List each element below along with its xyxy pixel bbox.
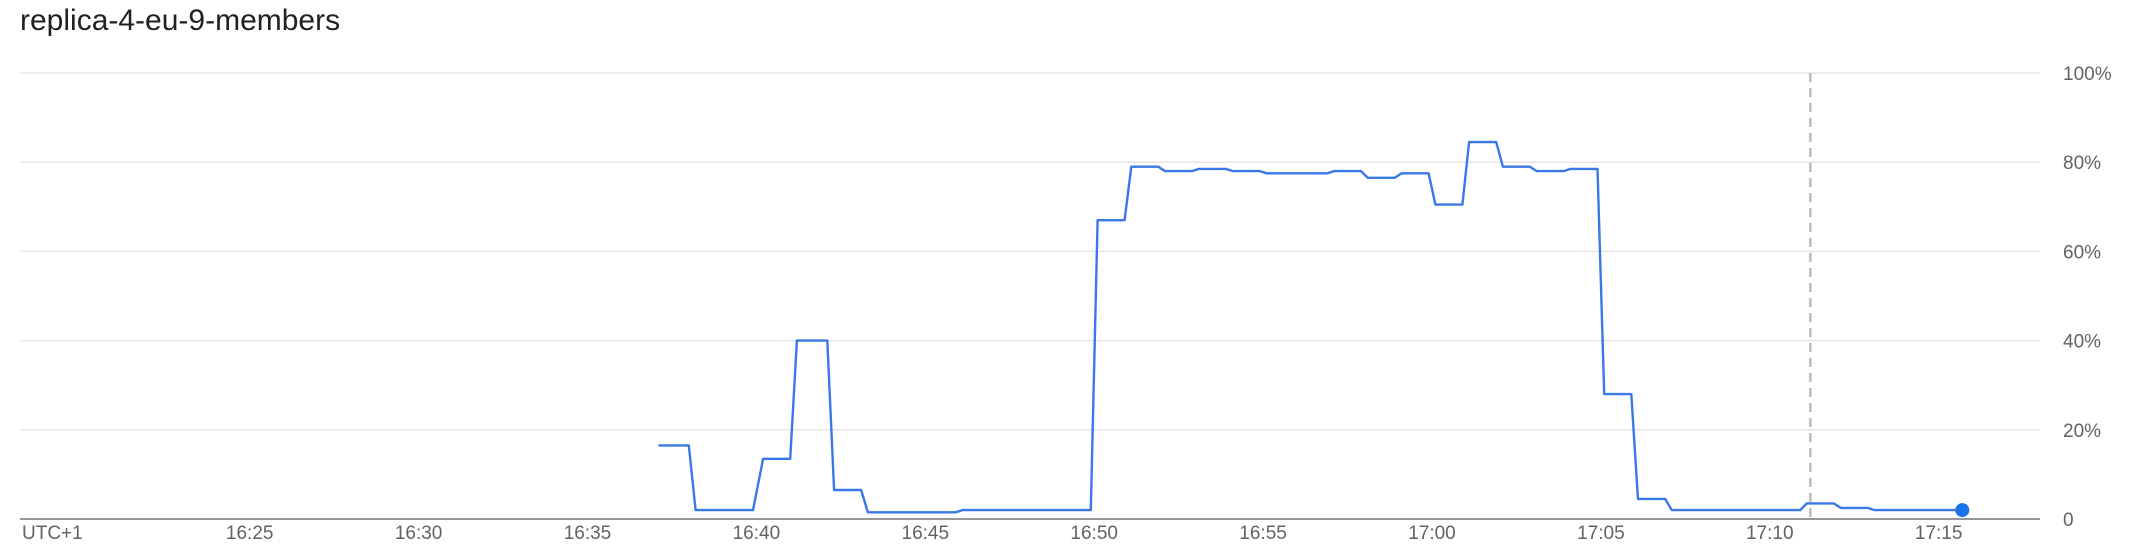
- chart-title: replica-4-eu-9-members: [20, 4, 341, 37]
- y-tick-label: 20%: [2063, 421, 2101, 442]
- x-tick-label: 17:10: [1746, 523, 1794, 544]
- x-tick-label: 16:45: [902, 523, 950, 544]
- x-tick-label: 16:55: [1239, 523, 1287, 544]
- x-tick-label: 17:15: [1915, 523, 1963, 544]
- series-line: [658, 140, 1963, 514]
- series-end-point[interactable]: [1955, 503, 1970, 518]
- y-tick-label: 0: [2063, 510, 2074, 531]
- y-tick-label: 60%: [2063, 242, 2101, 263]
- x-tick-label: 16:25: [226, 523, 274, 544]
- y-tick-label: 80%: [2063, 153, 2101, 174]
- x-tick-label: 16:50: [1070, 523, 1118, 544]
- timezone-label: UTC+1: [22, 523, 83, 544]
- x-tick-label: 17:05: [1577, 523, 1625, 544]
- x-tick-label: 16:40: [733, 523, 781, 544]
- gridlines: [20, 72, 2040, 431]
- series-layer: [658, 140, 1970, 518]
- x-tick-label: 16:35: [564, 523, 612, 544]
- y-tick-label: 40%: [2063, 332, 2101, 353]
- x-tick-label: 16:30: [395, 523, 443, 544]
- y-tick-labels: 0 20% 40% 60% 80% 100%: [2063, 64, 2112, 531]
- y-tick-label: 100%: [2063, 64, 2112, 85]
- x-tick-labels: UTC+1 16:25 16:30 16:35 16:40 16:45 16:50 16:55…: [22, 523, 1962, 544]
- x-tick-label: 17:00: [1408, 523, 1456, 544]
